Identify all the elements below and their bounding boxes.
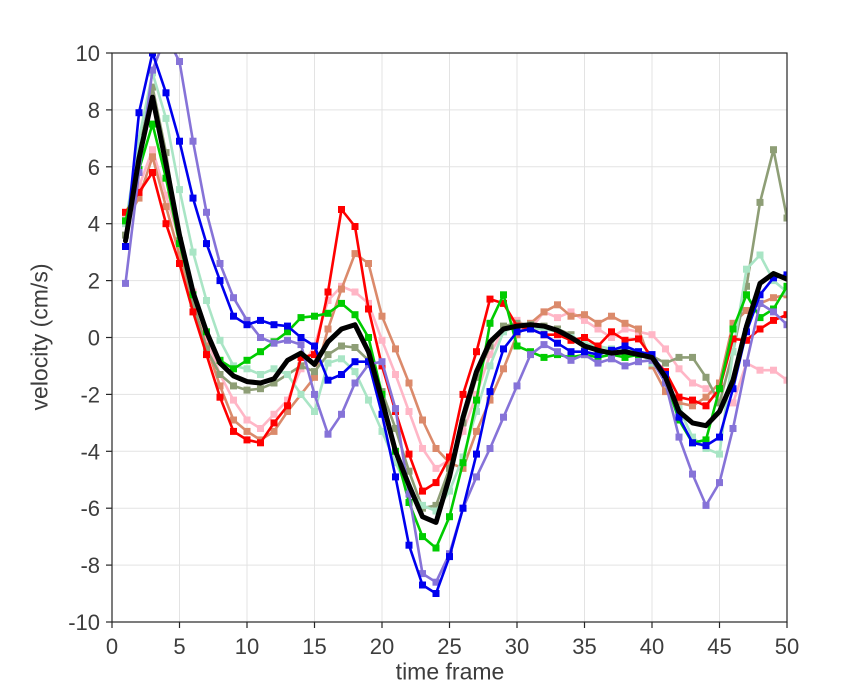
x-tick-label: 10: [235, 634, 259, 659]
y-tick-label: 10: [76, 41, 100, 66]
tick-marks: [106, 52, 788, 628]
series-mean-black: [123, 94, 787, 525]
y-tick-label: 8: [88, 98, 100, 123]
x-tick-label: 35: [572, 634, 596, 659]
x-tick-label: 45: [707, 634, 731, 659]
y-tick-label: 2: [88, 269, 100, 294]
series-trial-blue-markers: [122, 53, 787, 597]
y-tick-label: 0: [88, 326, 100, 351]
x-tick-label: 5: [173, 634, 185, 659]
series-group: [122, 53, 787, 597]
x-tick-label: 50: [775, 634, 799, 659]
x-tick-label: 25: [437, 634, 461, 659]
y-tick-label: 4: [88, 212, 100, 237]
x-tick-label: 20: [370, 634, 394, 659]
y-axis-label: velocity (cm/s): [26, 263, 53, 411]
y-tick-label: 6: [88, 155, 100, 180]
y-tick-label: -8: [80, 553, 100, 578]
tick-labels: 0 5 10 15 20 25 30 35 40 45 50 -10 -8 -6 -4 -2 0 2 4 6 8 10: [68, 41, 799, 659]
x-tick-label: 0: [106, 634, 118, 659]
y-tick-label: -10: [68, 610, 100, 635]
x-tick-label: 15: [302, 634, 326, 659]
y-tick-label: -4: [80, 439, 100, 464]
x-tick-label: 30: [505, 634, 529, 659]
x-tick-label: 40: [640, 634, 664, 659]
x-axis-label: time frame: [395, 658, 505, 685]
series-mean-black-line: [123, 94, 787, 525]
y-tick-label: -6: [80, 496, 100, 521]
y-tick-label: -2: [80, 382, 100, 407]
